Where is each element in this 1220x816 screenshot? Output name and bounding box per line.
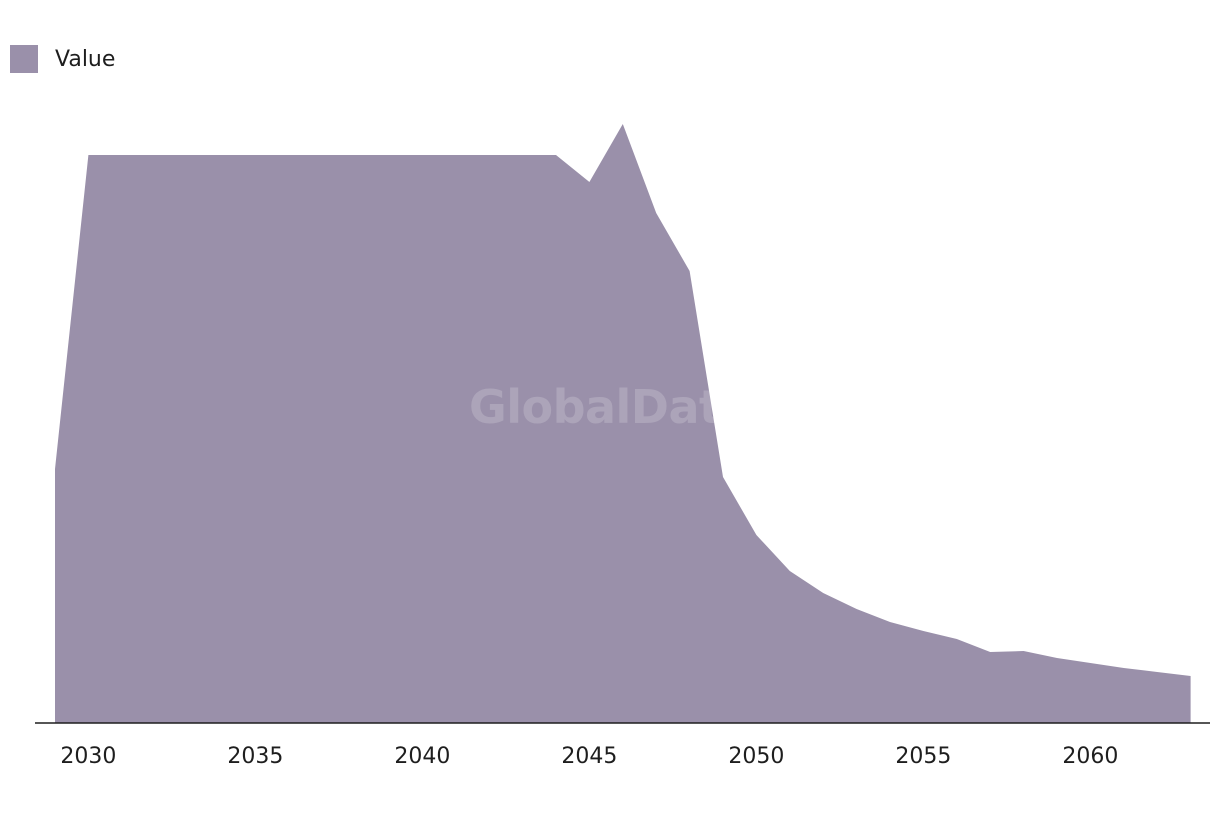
x-tick-label: 2040 — [394, 744, 450, 769]
x-tick-label: 2030 — [60, 744, 116, 769]
x-tick-label: 2050 — [728, 744, 784, 769]
x-tick-label: 2045 — [561, 744, 617, 769]
area-layer — [55, 124, 1191, 723]
x-tick-labels: 2030 2035 2040 2045 2050 2055 2060 — [60, 744, 1118, 769]
legend-swatch — [10, 45, 38, 73]
x-tick-label: 2035 — [227, 744, 283, 769]
area-series-value — [55, 124, 1191, 723]
legend-label: Value — [55, 46, 116, 72]
legend: Value — [10, 45, 115, 73]
x-tick-label: 2060 — [1062, 744, 1118, 769]
x-tick-label: 2055 — [895, 744, 951, 769]
